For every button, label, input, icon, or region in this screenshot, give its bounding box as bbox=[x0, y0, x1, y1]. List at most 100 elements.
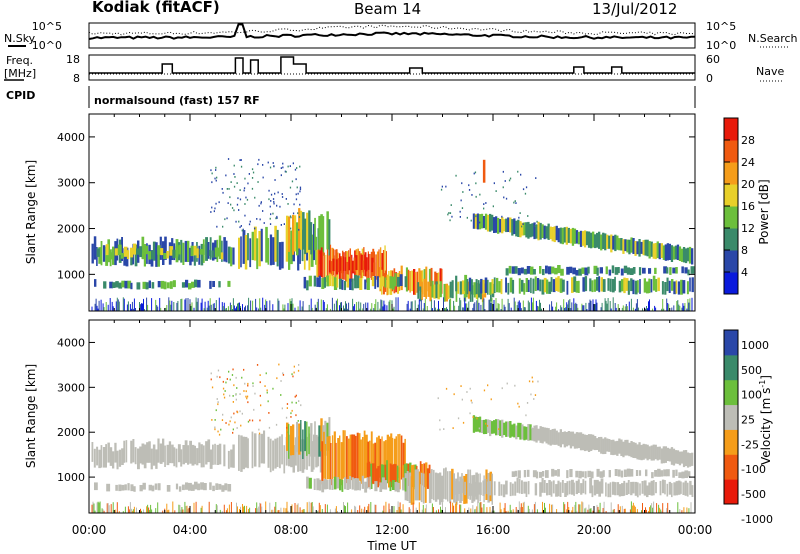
heatmap-cell bbox=[491, 279, 494, 294]
heatmap-cell bbox=[433, 300, 435, 311]
heatmap-cell bbox=[157, 502, 159, 513]
heatmap-cell bbox=[388, 466, 390, 488]
heatmap-cell bbox=[155, 299, 157, 311]
heatmap-cell bbox=[474, 416, 478, 432]
heatmap-cell bbox=[319, 438, 322, 473]
heatmap-cell bbox=[630, 481, 633, 496]
date-title: 13/Jul/2012 bbox=[592, 0, 677, 18]
heatmap-cell bbox=[251, 231, 254, 261]
heatmap-cell bbox=[397, 434, 399, 478]
heatmap-cell bbox=[109, 447, 113, 466]
heatmap-cell bbox=[397, 297, 399, 311]
heatmap-cell bbox=[688, 246, 692, 264]
heatmap-cell bbox=[157, 483, 161, 491]
heatmap-cell bbox=[660, 243, 663, 258]
heatmap-cell bbox=[331, 297, 333, 311]
heatmap-cell bbox=[476, 300, 478, 311]
heatmap-cell bbox=[557, 228, 560, 243]
heatmap-cell bbox=[392, 276, 395, 290]
heatmap-cell bbox=[536, 509, 538, 513]
heatmap-cell bbox=[187, 240, 190, 262]
colorbar-segment bbox=[724, 250, 738, 273]
heatmap-cell bbox=[308, 275, 312, 287]
heatmap-cell bbox=[289, 165, 291, 167]
heatmap-cell bbox=[168, 509, 170, 513]
heatmap-cell bbox=[275, 502, 277, 513]
heatmap-cell bbox=[686, 281, 689, 295]
heatmap-cell bbox=[211, 250, 214, 258]
heatmap-cell bbox=[471, 483, 473, 496]
heatmap-cell bbox=[645, 469, 648, 477]
heatmap-cell bbox=[687, 269, 690, 276]
heatmap-cell bbox=[227, 246, 231, 264]
heatmap-cell bbox=[139, 485, 143, 492]
heatmap-cell bbox=[583, 305, 585, 311]
heatmap-cell bbox=[222, 387, 225, 390]
heatmap-cell bbox=[118, 449, 122, 467]
heatmap-cell bbox=[426, 468, 430, 489]
power-colorbar-label: Power [dB] bbox=[757, 179, 771, 244]
heatmap-cell bbox=[455, 174, 457, 177]
power-colorbar-tick-label: 28 bbox=[741, 134, 755, 147]
heatmap-cell bbox=[124, 280, 129, 289]
heatmap-cell bbox=[276, 215, 278, 218]
heatmap-cell bbox=[434, 307, 436, 311]
heatmap-cell bbox=[428, 473, 432, 504]
heatmap-cell bbox=[457, 417, 460, 420]
heatmap-cell bbox=[232, 401, 234, 403]
heatmap-cell bbox=[516, 477, 519, 493]
heatmap-cell bbox=[123, 248, 127, 266]
heatmap-cell bbox=[422, 504, 424, 513]
velocity-colorbar-tick-label: -25 bbox=[741, 438, 759, 451]
heatmap-cell bbox=[539, 222, 542, 240]
heatmap-cell bbox=[625, 482, 628, 495]
heatmap-cell bbox=[455, 481, 458, 495]
heatmap-cell bbox=[375, 299, 377, 311]
heatmap-cell bbox=[571, 302, 573, 311]
heatmap-cell bbox=[501, 298, 503, 311]
power-colorbar-tick-label: 16 bbox=[741, 200, 755, 213]
heatmap-cell bbox=[460, 300, 462, 311]
heatmap-cell bbox=[290, 227, 292, 230]
heatmap-cell bbox=[229, 196, 231, 199]
heatmap-cell bbox=[630, 278, 633, 292]
heatmap-cell bbox=[157, 281, 161, 288]
heatmap-cell bbox=[167, 510, 169, 513]
heatmap-cell bbox=[501, 419, 504, 438]
heatmap-cell bbox=[318, 215, 321, 254]
heatmap-cell bbox=[511, 471, 515, 477]
heatmap-cell bbox=[214, 426, 216, 429]
heatmap-cell bbox=[534, 394, 537, 396]
heatmap-cell bbox=[292, 375, 294, 378]
heatmap-cell bbox=[265, 299, 267, 311]
heatmap-cell bbox=[483, 298, 485, 311]
heatmap-cell bbox=[357, 510, 359, 513]
heatmap-cell bbox=[244, 177, 246, 180]
heatmap-cell bbox=[575, 501, 577, 513]
heatmap-cell bbox=[505, 268, 509, 276]
heatmap-cell bbox=[142, 281, 147, 289]
heatmap-cell bbox=[129, 502, 131, 513]
heatmap-cell bbox=[666, 267, 669, 274]
heatmap-cell bbox=[190, 245, 194, 257]
heatmap-cell bbox=[541, 224, 544, 238]
heatmap-cell bbox=[235, 398, 237, 401]
heatmap-cell bbox=[409, 508, 411, 513]
heatmap-cell bbox=[304, 421, 306, 452]
heatmap-cell bbox=[252, 385, 254, 387]
heatmap-cell bbox=[247, 438, 249, 469]
heatmap-cell bbox=[606, 234, 609, 249]
heatmap-cell bbox=[217, 369, 220, 372]
heatmap-cell bbox=[156, 305, 158, 311]
heatmap-cell bbox=[318, 425, 321, 457]
heatmap-cell bbox=[561, 279, 565, 292]
freq-tick-top: 18 bbox=[66, 53, 80, 66]
heatmap-cell bbox=[575, 470, 579, 478]
heatmap-cell bbox=[664, 282, 667, 295]
heatmap-cell bbox=[607, 483, 610, 498]
heatmap-cell bbox=[143, 298, 144, 311]
heatmap-cell bbox=[363, 303, 365, 311]
heatmap-cell bbox=[229, 420, 231, 423]
heatmap-cell bbox=[361, 475, 365, 489]
heatmap-cell bbox=[478, 302, 480, 311]
